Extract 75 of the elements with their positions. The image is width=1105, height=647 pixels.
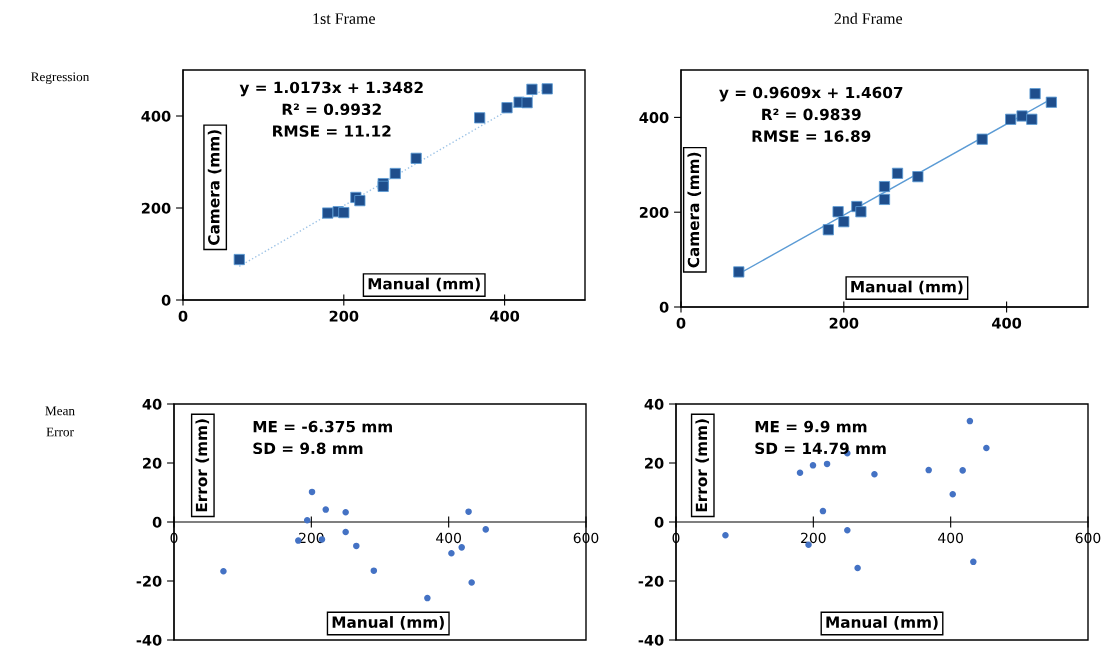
point xyxy=(819,507,827,515)
text: Mean Error xyxy=(45,406,75,437)
point xyxy=(465,508,472,515)
point xyxy=(970,558,977,566)
chart-title: 2nd Frame xyxy=(834,12,903,24)
y-axis-title: Error (mm) xyxy=(195,419,210,512)
y-tick-label: 0 xyxy=(152,516,162,528)
y-axis-title: Camera (mm) xyxy=(207,130,222,245)
point xyxy=(854,564,861,572)
point xyxy=(482,526,489,533)
x-tick-label: 200 xyxy=(801,532,826,544)
x-tick-label: 400 xyxy=(436,532,461,544)
x-tick-label: 200 xyxy=(329,310,359,322)
point xyxy=(353,542,360,550)
y-tick-label: 200 xyxy=(141,202,171,214)
y-tick-label: 40 xyxy=(644,398,664,410)
point xyxy=(796,469,804,476)
y-tick-label: -40 xyxy=(136,634,162,646)
point xyxy=(823,460,831,468)
point xyxy=(844,527,851,534)
point xyxy=(468,579,475,586)
y-tick-label: -40 xyxy=(638,634,664,646)
y-tick-label: 20 xyxy=(645,457,664,469)
y-tick-label: -20 xyxy=(136,575,162,587)
point xyxy=(370,567,378,574)
point xyxy=(342,528,349,536)
y-tick-label: 400 xyxy=(639,112,669,124)
annotation: R² = 0.9932 xyxy=(282,103,381,116)
y-tick-label: 400 xyxy=(141,110,171,122)
y-axis-title: Error (mm) xyxy=(695,419,710,512)
point xyxy=(303,516,311,524)
y-tick-label: -20 xyxy=(638,575,664,587)
annotation: ME = 9.9 mm xyxy=(755,420,867,433)
point xyxy=(308,488,316,496)
x-tick-label: 400 xyxy=(938,532,963,544)
x-tick-label: 400 xyxy=(992,317,1022,329)
point xyxy=(871,470,878,478)
point xyxy=(983,444,990,452)
y-axis-title: Camera (mm) xyxy=(687,152,702,268)
x-tick-label: 200 xyxy=(829,317,859,329)
point xyxy=(458,544,465,551)
point xyxy=(722,532,729,539)
point xyxy=(448,550,455,557)
annotation: RMSE = 11.12 xyxy=(273,125,391,137)
point xyxy=(959,467,966,474)
point xyxy=(342,509,349,516)
annotation: RMSE = 16.89 xyxy=(752,130,871,142)
x-axis-title: Manual (mm) xyxy=(332,616,444,630)
x-axis-title: Manual (mm) xyxy=(368,277,480,292)
annotation: SD = 14.79 mm xyxy=(755,442,886,455)
y-tick-label: 0 xyxy=(659,301,669,313)
x-tick-label: 0 xyxy=(676,317,686,329)
x-axis-title: Manual (mm) xyxy=(826,616,938,630)
annotation: y = 0.9609x + 1.4607 xyxy=(719,86,903,102)
x-axis-title: Manual (mm) xyxy=(851,280,963,295)
x-tick-label: 0 xyxy=(178,310,188,322)
point xyxy=(949,491,956,498)
y-tick-label: 20 xyxy=(143,457,162,469)
y-tick-label: 0 xyxy=(161,294,171,306)
point xyxy=(424,594,431,602)
y-tick-label: 0 xyxy=(654,516,664,528)
point xyxy=(809,462,817,469)
annotation: R² = 0.9839 xyxy=(762,108,861,121)
annotation: ME = -6.375 mm xyxy=(253,420,392,433)
x-tick-label: 400 xyxy=(490,310,520,322)
chart-title: 1st Frame xyxy=(313,13,375,24)
point xyxy=(322,506,330,513)
text: Regression xyxy=(31,72,90,84)
y-tick-label: 40 xyxy=(142,398,162,410)
point xyxy=(925,466,932,474)
point xyxy=(966,417,974,425)
annotation: SD = 9.8 mm xyxy=(253,442,363,455)
point xyxy=(220,568,227,575)
y-tick-label: 200 xyxy=(639,206,669,218)
annotation: y = 1.0173x + 1.3482 xyxy=(239,81,423,97)
